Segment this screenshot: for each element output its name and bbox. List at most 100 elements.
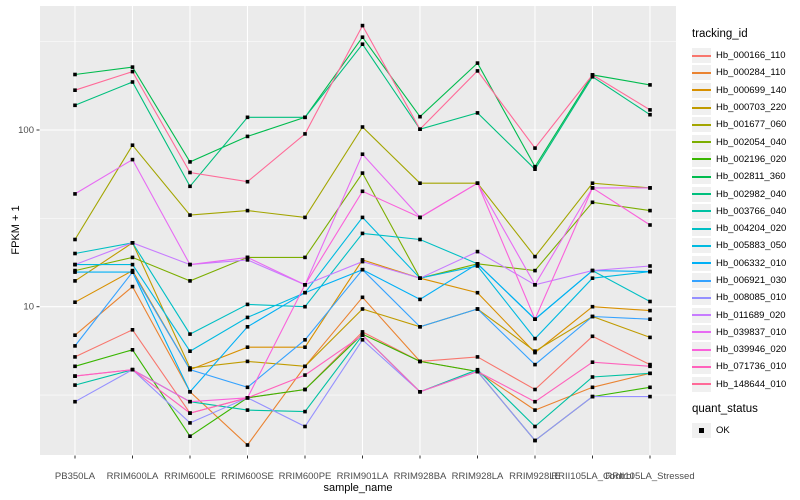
- legend-key: [692, 376, 711, 392]
- data-point-Hb_148644_010: [360, 23, 365, 28]
- data-point-Hb_148644_010: [418, 127, 422, 131]
- data-point-Hb_006921_030: [73, 344, 77, 348]
- legend-entry-Hb_000284_110: Hb_000284_110: [692, 64, 800, 81]
- data-point-Hb_001677_060: [130, 143, 135, 147]
- legend-key-line-icon: [692, 227, 711, 230]
- data-point-Hb_003766_040: [533, 424, 537, 429]
- data-point-Hb_005883_050: [360, 215, 365, 220]
- data-point-Hb_005883_050: [188, 349, 192, 353]
- data-point-Hb_148644_010: [188, 170, 192, 175]
- y-tick-label: 10: [23, 302, 34, 313]
- legend-key-line-icon: [692, 175, 711, 178]
- legend-entry-label: Hb_004204_020: [716, 223, 787, 235]
- data-point-Hb_001677_060: [303, 215, 307, 220]
- data-point-Hb_002196_020: [303, 387, 307, 392]
- legend-entry-Hb_039946_020: Hb_039946_020: [692, 341, 800, 358]
- data-point-Hb_148644_010: [533, 146, 537, 150]
- legend-entry-label: Hb_005883_050: [716, 240, 787, 252]
- data-point-Hb_002054_040: [360, 171, 365, 175]
- data-point-Hb_000166_110: [475, 355, 480, 359]
- data-point-Hb_011689_020: [418, 276, 422, 280]
- data-point-Hb_004204_020: [360, 231, 365, 236]
- data-point-Hb_148644_010: [648, 108, 652, 112]
- data-point-Hb_011689_020: [590, 268, 595, 273]
- data-point-Hb_005883_050: [475, 264, 480, 268]
- legend-key-line-icon: [692, 71, 711, 74]
- data-point-Hb_008085_010: [73, 399, 77, 404]
- data-point-Hb_000284_110: [360, 295, 365, 300]
- legend-key-line-icon: [692, 244, 711, 247]
- data-point-Hb_039837_010: [188, 262, 192, 267]
- legend-entry-Hb_006332_010: Hb_006332_010: [692, 255, 800, 272]
- legend-entry-label: Hb_008085_010: [716, 292, 787, 304]
- data-point-Hb_000703_220: [73, 279, 77, 283]
- x-tick-label: RRIM600LE: [164, 471, 216, 482]
- data-point-Hb_006332_010: [245, 325, 250, 329]
- legend-entry-Hb_000166_110: Hb_000166_110: [692, 47, 800, 64]
- data-point-Hb_002054_040: [130, 255, 135, 260]
- legend-key-line-icon: [692, 262, 711, 265]
- data-point-Hb_002982_040: [648, 112, 652, 117]
- data-point-Hb_003766_040: [648, 371, 652, 376]
- data-point-Hb_008085_010: [360, 338, 365, 342]
- data-point-Hb_000699_140: [475, 290, 480, 295]
- data-point-Hb_002811_360: [475, 61, 480, 65]
- data-point-Hb_006332_010: [648, 269, 652, 274]
- legend-key: [692, 238, 711, 254]
- x-tick-label: RRIM600PE: [279, 471, 332, 482]
- legend-key-line-icon: [692, 123, 711, 126]
- data-point-Hb_000703_220: [533, 349, 537, 353]
- data-point-Hb_002811_360: [245, 134, 250, 139]
- x-tick-label: RRIM600SE: [221, 471, 274, 482]
- legend-key: [692, 48, 711, 64]
- data-point-Hb_000699_140: [303, 345, 307, 349]
- data-point-Hb_002196_020: [648, 385, 652, 390]
- data-point-Hb_004204_020: [245, 302, 250, 307]
- legend-entry-Hb_011689_020: Hb_011689_020: [692, 306, 800, 323]
- data-point-Hb_039946_020: [590, 186, 595, 190]
- data-point-Hb_002811_360: [648, 83, 652, 87]
- legend-entry-label: Hb_148644_010: [716, 378, 787, 390]
- legend-entry-Hb_006921_030: Hb_006921_030: [692, 272, 800, 289]
- legend-entry-label: OK: [716, 425, 730, 437]
- data-point-Hb_004204_020: [418, 237, 422, 242]
- data-point-Hb_002982_040: [590, 75, 595, 79]
- x-tick-label: RRIM928BA: [394, 471, 447, 482]
- legend-entry-Hb_004204_020: Hb_004204_020: [692, 220, 800, 237]
- data-point-Hb_006332_010: [188, 390, 192, 394]
- x-tick-label: RRII105LA_Control: [551, 471, 633, 482]
- data-point-Hb_008085_010: [533, 438, 537, 443]
- legend-entry-label: Hb_006921_030: [716, 275, 787, 286]
- data-point-Hb_006921_030: [130, 270, 135, 274]
- y-tick-label: 100: [18, 125, 34, 136]
- data-point-Hb_071736_010: [245, 396, 250, 400]
- data-point-Hb_002811_360: [533, 164, 537, 169]
- data-point-Hb_071736_010: [303, 373, 307, 377]
- legend-key: [692, 134, 711, 150]
- data-point-Hb_000284_110: [73, 333, 77, 337]
- x-tick-label: RRIM928LA: [452, 471, 504, 482]
- data-point-Hb_000166_110: [73, 355, 77, 359]
- data-point-Hb_001677_060: [73, 237, 77, 242]
- data-point-Hb_005883_050: [245, 315, 250, 320]
- legend-entry-Hb_148644_010: Hb_148644_010: [692, 376, 800, 393]
- legend-entry-Hb_000699_140: Hb_000699_140: [692, 82, 800, 99]
- data-point-Hb_006921_030: [648, 317, 652, 321]
- legend-entry-Hb_000703_220: Hb_000703_220: [692, 99, 800, 116]
- data-point-Hb_000703_220: [648, 335, 652, 340]
- data-point-Hb_006921_030: [475, 307, 480, 311]
- data-point-Hb_039946_020: [648, 223, 652, 227]
- legend-entry-label: Hb_000284_110: [716, 67, 786, 79]
- data-point-Hb_001677_060: [245, 208, 250, 213]
- legend-entry-label: Hb_071736_010: [716, 361, 787, 373]
- legend-entries: Hb_000166_110 Hb_000284_110 Hb_000699_140 H…: [692, 47, 800, 393]
- data-point-Hb_000166_110: [533, 387, 537, 392]
- data-point-Hb_005883_050: [590, 276, 595, 280]
- data-point-Hb_071736_010: [188, 411, 192, 415]
- data-point-Hb_001677_060: [590, 181, 595, 185]
- data-point-Hb_002982_040: [188, 184, 192, 189]
- data-point-Hb_011689_020: [130, 241, 135, 245]
- data-point-Hb_039837_010: [73, 192, 77, 196]
- data-point-Hb_000703_220: [360, 307, 365, 311]
